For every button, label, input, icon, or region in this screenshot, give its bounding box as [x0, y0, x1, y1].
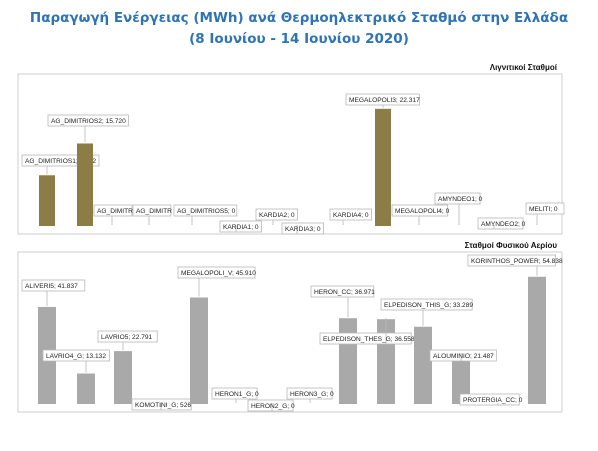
data-label-box — [21, 154, 100, 167]
bar-elpedison-this-g — [414, 326, 432, 404]
data-label-box — [97, 330, 158, 343]
data-label: HERON1_G; 0 — [215, 391, 259, 398]
data-label: AG_DIMITRIOS1; 9.662 — [25, 158, 96, 165]
chart-subtitle: (8 Ιουνίου - 14 Ιουνίου 2020) — [189, 31, 409, 47]
data-label: KOMOTINI_G; 526 — [135, 402, 191, 409]
data-label-box — [310, 285, 375, 298]
data-label-box — [459, 393, 520, 406]
data-label: HERON2_G; 0 — [251, 403, 295, 410]
chart-title: Παραγωγή Ενέργειας (MWh) ανά Θερμοηλεκτρ… — [29, 10, 569, 26]
data-label-box — [429, 349, 497, 362]
data-label: AG_DIMITRIOS5; 0 — [177, 208, 236, 215]
data-label: ALOUMINIO; 21.487 — [433, 353, 494, 360]
data-label: KARDIA1; 0 — [223, 224, 259, 231]
data-label-box — [173, 204, 238, 217]
data-label: ELPEDISON_THIS_G; 33.289 — [384, 302, 473, 309]
gas-panel-title: Σταθμοί Φυσικού Αερίου — [465, 241, 558, 250]
data-label-box — [131, 398, 192, 411]
data-label-box — [467, 254, 557, 267]
data-label-box — [247, 399, 294, 412]
gas-bars: ALIVERI5; 41.837 LAVRIO4_G; 13.132 LAVRIO5… — [21, 254, 563, 412]
data-label: AG_DIMITR — [136, 208, 172, 215]
data-label: ALIVERI5; 41.837 — [25, 283, 78, 290]
lignite-panel-title: Λιγνιτικοί Σταθμοί — [490, 63, 557, 72]
data-label-box — [286, 387, 333, 400]
data-label-box — [255, 208, 298, 221]
bar-heron-cc — [339, 318, 357, 404]
lignite-bars: AG_DIMITRIOS1; 9.662 AG_DIMITRIOS2; 15.72… — [21, 93, 565, 235]
data-label: HERON_CC; 36.971 — [314, 289, 375, 296]
data-label: AMYNDEO1; 0 — [438, 196, 483, 203]
data-label: ELPEDISON_THES_G; 36.558 — [323, 336, 415, 343]
data-label-box — [93, 204, 133, 217]
data-label-box — [329, 208, 372, 221]
data-label-box — [47, 114, 129, 127]
data-label-box — [525, 202, 565, 215]
data-label: HERON3_G; 0 — [290, 391, 334, 398]
data-label: MEGALOPOLI_V; 45.910 — [181, 270, 256, 277]
data-label: KARDIA3; 0 — [285, 226, 321, 233]
data-label-box — [42, 349, 110, 362]
data-label-box — [281, 222, 324, 235]
data-label: AG_DIMITR — [97, 208, 133, 215]
data-label-box — [319, 332, 412, 345]
data-label-box — [477, 217, 524, 230]
bar-lavrio5 — [114, 351, 132, 404]
data-label: KORINTHOS_POWER; 54.838 — [471, 258, 563, 265]
data-label: PROTERGIA_CC; 0 — [463, 397, 523, 404]
data-label-box — [21, 279, 86, 292]
bar-ag-dimitrios1 — [39, 175, 55, 226]
data-label: AMYNDEO2; 0 — [481, 221, 526, 228]
data-label: LAVRIO5; 22.791 — [101, 334, 153, 341]
data-label-box — [132, 204, 172, 217]
bar-megalopoli-v — [190, 297, 208, 404]
data-label: KARDIA2; 0 — [259, 212, 295, 219]
data-label-box — [380, 298, 473, 311]
bar-alouminio — [452, 354, 470, 404]
data-label: MEGALOPOLI4; 0 — [395, 208, 450, 215]
data-label: KARDIA4; 0 — [333, 212, 369, 219]
bar-korinthos-power — [528, 276, 546, 404]
data-label-box — [391, 204, 449, 217]
data-label: MEGALOPOLI3; 22.317 — [349, 97, 420, 104]
data-label-box — [219, 220, 262, 233]
bar-megalopoli3 — [375, 108, 391, 226]
data-label: AG_DIMITRIOS2; 15.720 — [51, 118, 126, 125]
data-label-box — [177, 266, 256, 279]
data-label: LAVRIO4_G; 13.132 — [46, 353, 106, 360]
data-label-box — [211, 387, 258, 400]
data-label: MELITI; 0 — [529, 206, 558, 213]
bar-lavrio4-g — [77, 373, 95, 404]
bar-ag-dimitrios2 — [77, 143, 93, 226]
data-label-box — [434, 192, 481, 205]
